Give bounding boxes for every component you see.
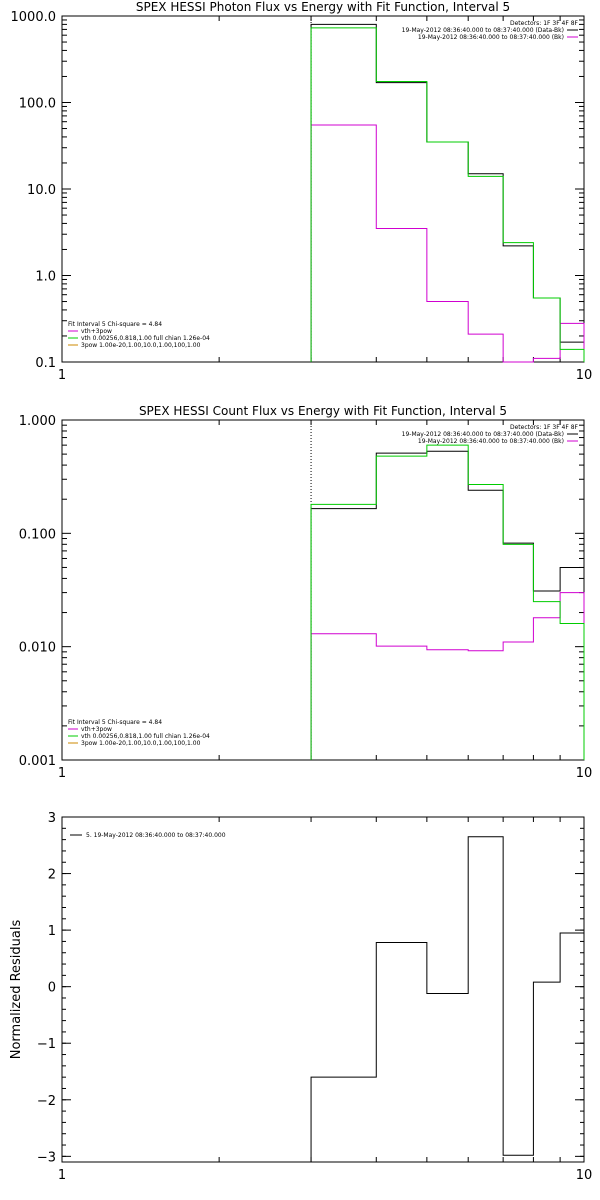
- legend-entry: 5. 19-May-2012 08:36:40.000 to 08:37:40.…: [86, 832, 226, 839]
- legend-entry: 19-May-2012 08:36:40.000 to 08:37:40.000…: [402, 27, 564, 34]
- legend-header: Detectors: 1F 3F 4F 8F: [510, 20, 579, 27]
- x-tick-label: 10: [576, 368, 593, 383]
- y-tick-label: 2: [48, 868, 56, 883]
- series-line-3: [310, 444, 585, 760]
- y-axis-label: Normalized Residuals: [9, 920, 24, 1060]
- series-line-2: [310, 592, 585, 760]
- legend-header: Detectors: 1F 3F 4F 8F: [510, 424, 579, 431]
- y-tick-label: 0: [48, 981, 56, 996]
- x-tick-label: 10: [576, 1168, 593, 1183]
- x-tick-label: 10: [576, 766, 593, 781]
- y-tick-label: −3: [37, 1150, 56, 1165]
- y-tick-label: −1: [37, 1037, 56, 1052]
- legend-header: Fit Interval 5 Chi-square = 4.84: [68, 719, 162, 726]
- series-line-2: [310, 124, 585, 363]
- legend-entry: vth 0.00256,0.818,1.00 full chian 1.26e-…: [81, 733, 210, 740]
- y-tick-label: 1.0: [35, 270, 56, 285]
- y-tick-label: 0.010: [19, 641, 56, 656]
- chart-panel-2: SPEX HESSI Count Flux vs Energy with Fit…: [19, 404, 592, 781]
- x-tick-label: 1: [58, 1168, 66, 1183]
- series-line-1: [310, 836, 585, 1162]
- y-tick-label: 1: [48, 924, 56, 939]
- legend-entry: vth 0.00256,0.818,1.00 full chian 1.26e-…: [81, 335, 210, 342]
- legend-entry: 19-May-2012 08:36:40.000 to 08:37:40.000…: [418, 438, 564, 445]
- legend-entry: 3pow 1.00e-20,1.00,10.0,1.00,100,1.00: [81, 342, 201, 349]
- chart-title: SPEX HESSI Photon Flux vs Energy with Fi…: [136, 0, 510, 14]
- plot-frame: [61, 419, 585, 761]
- chart-panel-1: SPEX HESSI Photon Flux vs Energy with Fi…: [11, 0, 593, 383]
- y-tick-label: 3: [48, 811, 56, 826]
- legend-entry: 3pow 1.00e-20,1.00,10.0,1.00,100,1.00: [81, 740, 201, 747]
- y-tick-label: −2: [37, 1094, 56, 1109]
- legend-entry: 19-May-2012 08:36:40.000 to 08:37:40.000…: [418, 34, 564, 41]
- y-tick-label: 10.0: [27, 183, 56, 198]
- series-line-1: [310, 23, 585, 362]
- series-line-1: [310, 450, 585, 760]
- x-tick-label: 1: [58, 368, 66, 383]
- legend-entry: vth+3pow: [81, 726, 112, 733]
- y-tick-label: 0.001: [19, 754, 56, 769]
- y-tick-label: 1000.0: [11, 10, 57, 25]
- series-line-3: [310, 27, 585, 362]
- y-tick-label: 100.0: [19, 97, 56, 112]
- y-tick-label: 0.100: [19, 527, 56, 542]
- legend-entry: 19-May-2012 08:36:40.000 to 08:37:40.000…: [402, 431, 564, 438]
- chart-panel-3: 1 10 −3 −2 −1 0 1 2 3 Normalized Residuals 5. 19-M…: [9, 811, 592, 1183]
- chart-title: SPEX HESSI Count Flux vs Energy with Fit…: [139, 404, 507, 418]
- plot-frame: [61, 15, 585, 363]
- legend-entry: vth+3pow: [81, 328, 112, 335]
- y-tick-label: 1.000: [19, 414, 56, 429]
- x-tick-label: 1: [58, 766, 66, 781]
- legend-header: Fit Interval 5 Chi-square = 4.84: [68, 321, 162, 328]
- plot-frame: [61, 816, 585, 1163]
- y-tick-label: 0.1: [35, 356, 56, 371]
